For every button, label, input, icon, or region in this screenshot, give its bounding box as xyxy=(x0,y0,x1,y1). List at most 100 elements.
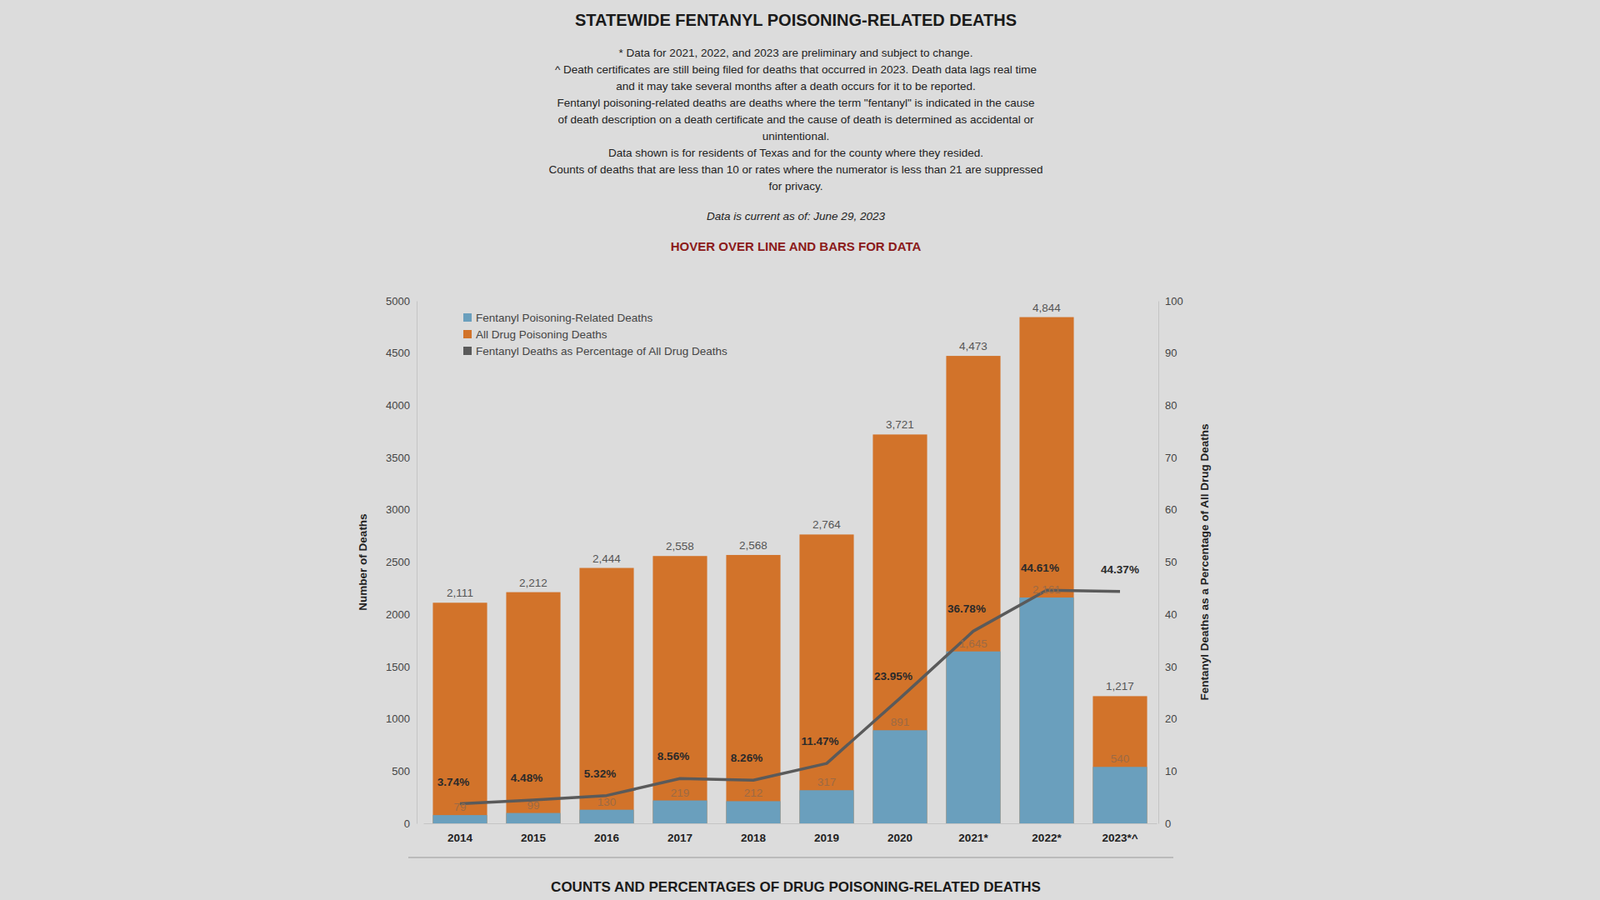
y-axis-tick: 5000 xyxy=(385,295,417,308)
line-label: 5.32% xyxy=(584,767,616,780)
x-axis-tick: 2016 xyxy=(594,823,620,845)
bar-label: 317 xyxy=(817,775,837,789)
bar-label: 130 xyxy=(597,795,617,809)
bar-label: 2,161 xyxy=(1032,583,1061,596)
bar xyxy=(872,434,927,824)
bar-series xyxy=(432,597,1147,824)
line-label: 11.47% xyxy=(800,735,839,748)
bar-label: 2,111 xyxy=(446,586,474,600)
bar-label: 540 xyxy=(1110,752,1130,765)
bar-label: 4,844 xyxy=(1032,301,1061,315)
y-axis-tick: 0 xyxy=(404,817,417,830)
y2-axis-tick: 70 xyxy=(1158,451,1177,465)
y2-axis-tick: 80 xyxy=(1158,399,1177,412)
line xyxy=(460,590,1120,804)
x-axis-tick-label: 2015 xyxy=(520,831,547,845)
bar xyxy=(725,555,780,824)
legend-entry: Fentanyl Deaths as Percentage of All Dru… xyxy=(463,345,728,358)
bar xyxy=(1092,695,1147,824)
y2-axis-tick: 60 xyxy=(1158,503,1177,516)
bar-label: 2,212 xyxy=(519,576,548,590)
y2-axis-title: Fentanyl Deaths as a Percentage of All D… xyxy=(1198,424,1211,701)
bar-label: 4,473 xyxy=(959,340,988,353)
note: for privacy. xyxy=(768,180,823,193)
bar-label: 2,764 xyxy=(812,518,841,531)
bar xyxy=(872,730,927,824)
y-axis-tick: 4000 xyxy=(385,399,417,412)
y2-axis-tick: 100 xyxy=(1158,295,1184,308)
y-axis-tick: 2500 xyxy=(385,555,417,569)
x-axis-tick: 2023*^ xyxy=(1101,823,1138,845)
bar xyxy=(505,813,560,824)
y-axis-tick-label: 2500 xyxy=(385,555,410,569)
y-axis-tick-label: 1500 xyxy=(385,660,410,674)
y-axis-tick: 3500 xyxy=(385,451,417,465)
y-axis-tick-label: 3500 xyxy=(385,451,410,465)
x-axis-tick: 2021* xyxy=(958,823,989,845)
bar-label: 219 xyxy=(670,786,690,800)
annotation: COUNTS AND PERCENTAGES OF DRUG POISONING… xyxy=(550,879,1041,895)
x-axis-tick-label: 2019 xyxy=(814,831,840,845)
line-label: 36.78% xyxy=(947,602,986,615)
x-axis-tick: 2022* xyxy=(1031,823,1062,845)
annotation: Data is current as of: June 29, 2023 xyxy=(706,210,885,223)
legend: Fentanyl Poisoning-Related Deaths All Dru… xyxy=(463,311,728,358)
x-axis-line xyxy=(424,823,1158,825)
x-axis-tick: 2018 xyxy=(740,823,767,845)
y2-axis-tick: 40 xyxy=(1158,608,1177,621)
y2-axis: 0102030405060708090100 xyxy=(1158,295,1184,830)
bar xyxy=(1092,766,1147,824)
line-label: 44.61% xyxy=(1020,561,1060,575)
bar-label: 212 xyxy=(744,786,764,800)
bar-label: 2,558 xyxy=(665,540,695,553)
bar-label: 891 xyxy=(890,715,910,729)
legend-label: Fentanyl Poisoning-Related Deaths xyxy=(475,311,654,325)
legend-entry: Fentanyl Poisoning-Related Deaths xyxy=(463,311,654,325)
line-label: 8.56% xyxy=(657,750,690,763)
x-axis-tick: 2015 xyxy=(520,823,547,845)
y2-axis-tick: 30 xyxy=(1158,660,1177,674)
y-axis-line xyxy=(416,301,418,825)
legend-label: All Drug Poisoning Deaths xyxy=(475,328,608,341)
y-axis-tick: 2000 xyxy=(385,608,417,621)
note: ^ Death certificates are still being fil… xyxy=(555,63,1037,76)
y-axis-tick-label: 2000 xyxy=(385,608,410,621)
y2-axis-tick-label: 20 xyxy=(1165,712,1177,725)
y2-axis-tick-label: 40 xyxy=(1165,608,1177,621)
line-label: 44.37% xyxy=(1100,563,1140,576)
y-axis-tick-label: 500 xyxy=(391,765,410,778)
y2-axis-line xyxy=(1158,301,1160,825)
note: Counts of deaths that are less than 10 o… xyxy=(549,163,1044,176)
y-axis-tick: 4500 xyxy=(385,346,417,360)
y-axis-tick-label: 4500 xyxy=(385,346,410,360)
x-axis-tick-label: 2018 xyxy=(740,831,767,845)
y2-axis-tick: 90 xyxy=(1158,346,1177,360)
x-axis: 20142015201620172018201920202021*2022*20… xyxy=(424,823,1158,845)
y2-axis-tick-label: 10 xyxy=(1165,765,1177,778)
y-axis-tick-label: 1000 xyxy=(385,712,410,725)
bar xyxy=(945,651,1000,824)
x-axis-tick: 2019 xyxy=(814,823,840,845)
bar xyxy=(505,592,560,824)
bar xyxy=(945,355,1000,824)
y-axis-title: Number of Deaths xyxy=(356,513,370,610)
annotation: HOVER OVER LINE AND BARS FOR DATA xyxy=(670,239,922,254)
y-axis-tick: 1000 xyxy=(385,712,417,725)
bar xyxy=(799,790,854,824)
y2-axis-tick-label: 80 xyxy=(1165,399,1177,412)
x-axis-tick-label: 2014 xyxy=(447,831,474,845)
y2-axis-tick-label: 90 xyxy=(1165,346,1177,360)
y2-axis-tick-label: 70 xyxy=(1165,451,1177,465)
y-axis-tick: 1500 xyxy=(385,660,417,674)
y-axis-tick: 3000 xyxy=(385,503,417,516)
bar xyxy=(579,568,634,824)
y-axis-tick: 500 xyxy=(391,765,417,778)
bar-label: 79 xyxy=(453,800,466,814)
bar xyxy=(432,602,487,824)
y2-axis-tick-label: 60 xyxy=(1165,503,1177,516)
bar xyxy=(432,815,487,824)
x-axis-tick: 2020 xyxy=(887,823,913,845)
line-label: 23.95% xyxy=(874,670,913,683)
note: Fentanyl poisoning-related deaths are de… xyxy=(556,96,1035,110)
x-axis-tick-label: 2016 xyxy=(594,831,620,845)
